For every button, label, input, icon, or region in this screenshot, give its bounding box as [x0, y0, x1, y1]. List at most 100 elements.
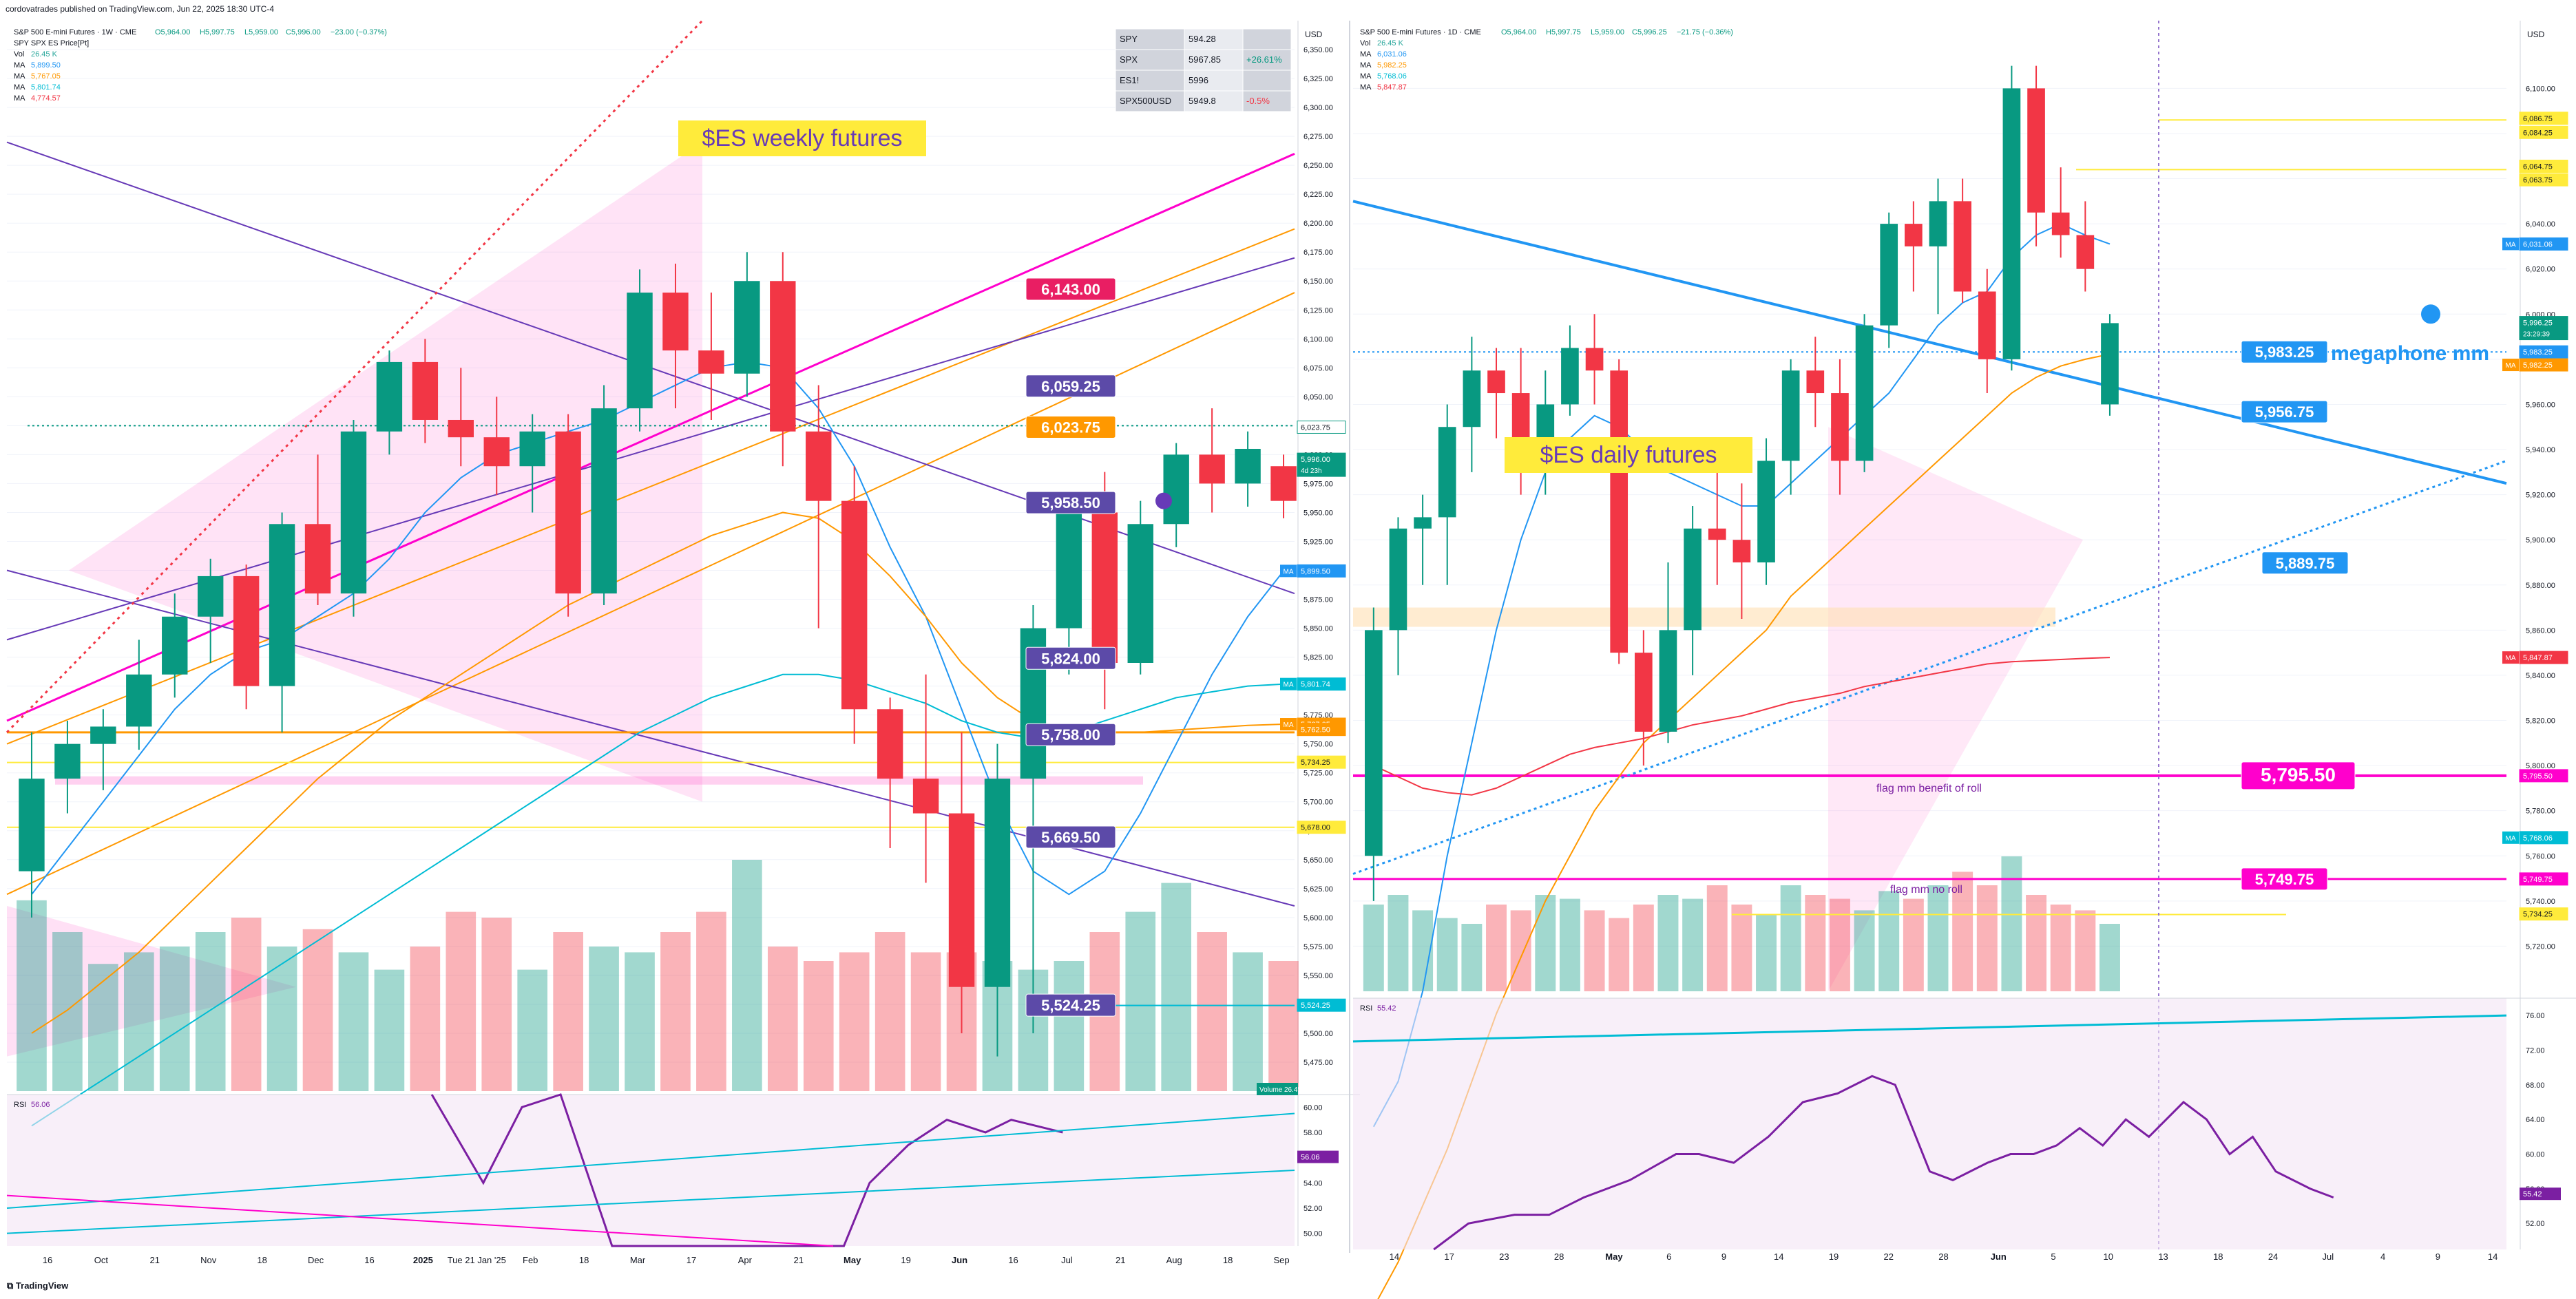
candle-body [1056, 512, 1082, 629]
ma-axis-badge-text: MA [1284, 568, 1294, 575]
y-tick-label: 5,960.00 [2526, 401, 2555, 409]
candle-body [1389, 528, 1407, 631]
axis-price-tag-text: 5,734.25 [2523, 911, 2553, 919]
tradingview-brand[interactable]: ⧉ TradingView [7, 1280, 68, 1291]
axis-price-tag-text: 5,524.25 [1301, 1002, 1330, 1010]
chart-header: S&P 500 E-mini Futures · 1W · CME O5,964.… [14, 28, 387, 103]
x-tick-label: Oct [94, 1255, 109, 1265]
footer-brand-text: TradingView [15, 1280, 69, 1291]
quote-symbol: ES1! [1120, 75, 1139, 85]
x-tick-label: Mar [630, 1255, 646, 1265]
annotation-title-box [678, 120, 926, 156]
candle-body [1708, 528, 1726, 540]
volume-bar [1363, 905, 1384, 991]
axis-price-tag [2519, 831, 2568, 845]
y-tick-label: 5,780.00 [2526, 807, 2555, 816]
candle-body [1635, 653, 1653, 732]
ma-axis-badge-text: MA [2506, 241, 2516, 249]
volume-bar [1436, 918, 1458, 991]
volume-bar [767, 947, 798, 1091]
y-tick-label: 5,725.00 [1303, 770, 1333, 778]
y-tick-label: 6,250.00 [1303, 162, 1333, 170]
price-label-text: 6,059.25 [1041, 378, 1100, 395]
axis-price-tag [1297, 723, 1346, 737]
indicator-value: 6,031.06 [1377, 50, 1407, 59]
candle-body [877, 709, 903, 779]
candle-body [1806, 370, 1825, 394]
volume-bar [1854, 910, 1875, 991]
y-tick-label: 5,920.00 [2526, 492, 2555, 500]
rsi-trend-line [6, 1170, 1295, 1234]
x-tick-label: 23 [1499, 1252, 1509, 1262]
volume-bar [589, 947, 619, 1091]
volume-bar [1706, 885, 1728, 991]
axis-price-tag [1297, 677, 1346, 691]
pink-pattern-zone [1828, 427, 2083, 991]
price-label-text: 5,749.75 [2255, 871, 2314, 888]
quote-price: 5967.85 [1188, 54, 1221, 65]
quote-symbol: SPY [1120, 34, 1138, 44]
axis-price-tag-text: 5,795.50 [2523, 772, 2553, 781]
volume-bar [1976, 885, 1998, 991]
rsi-value: 56.06 [31, 1101, 50, 1109]
volume-bar [1731, 905, 1752, 991]
currency-label: USD [2527, 30, 2545, 39]
y-tick-label: 6,300.00 [1303, 104, 1333, 112]
indicator-name: MA [14, 61, 25, 70]
x-tick-label: 19 [901, 1255, 910, 1265]
price-label-text: 5,795.50 [2261, 764, 2336, 785]
rsi-value: 55.42 [1377, 1004, 1396, 1013]
ohlc-close: C5,996.25 [1632, 28, 1667, 36]
tradingview-logo-icon: ⧉ [7, 1280, 16, 1291]
volume-bar [52, 932, 83, 1091]
rsi-background [1353, 998, 2506, 1249]
y-tick-label: 6,200.00 [1303, 220, 1333, 228]
x-tick-label: 17 [1444, 1252, 1454, 1262]
volume-axis-value: 26.45 K [1284, 1086, 1308, 1094]
y-tick-label: 5,760.00 [2526, 852, 2555, 860]
volume-bar [1268, 961, 1299, 1091]
volume-bar [1609, 918, 1630, 991]
axis-price-tag-text: 5,996.00 [1301, 456, 1330, 464]
axis-price-tag-text: 5,749.75 [2523, 876, 2553, 884]
volume-bar [910, 952, 941, 1091]
price-label-text: 6,143.00 [1041, 281, 1100, 298]
y-tick-label: 5,875.00 [1303, 596, 1333, 604]
axis-price-tag-text: 5,847.87 [2523, 654, 2553, 662]
ohlc-high: H5,997.75 [1546, 28, 1581, 36]
rsi-background [7, 1095, 1295, 1246]
rsi-tick-label: 72.00 [2526, 1047, 2545, 1055]
volume-bar [1952, 872, 1973, 991]
indicator-name: MA [14, 94, 25, 103]
quote-change-cell [1242, 90, 1292, 112]
candle-body [2101, 323, 2119, 405]
moving-average-line [1373, 657, 2111, 796]
price-label-text: 5,983.25 [2255, 344, 2314, 361]
rsi-axis-tag [1297, 1150, 1339, 1163]
ohlc-open: O5,964.00 [155, 28, 190, 36]
rsi-axis-tag-text: 55.42 [2523, 1190, 2542, 1198]
volume-bar [1682, 898, 1704, 991]
axis-price-tag [1297, 452, 1346, 477]
axis-price-tag [2519, 160, 2568, 173]
ma-axis-badge [2502, 831, 2519, 844]
chart-text-annotation: flag mm benefit of roll [1876, 783, 1982, 794]
x-tick-label: 18 [1223, 1255, 1233, 1265]
rsi-tick-label: 52.00 [2526, 1220, 2545, 1228]
y-tick-label: 6,125.00 [1303, 306, 1333, 315]
axis-price-tag [2519, 907, 2568, 921]
volume-bar [1197, 932, 1227, 1091]
x-tick-label: May [1605, 1252, 1623, 1262]
axis-price-tag-text: 6,031.06 [2523, 240, 2553, 249]
y-tick-label: 5,600.00 [1303, 914, 1333, 922]
chart-text-annotation: megaphone mm [2331, 342, 2489, 365]
x-tick-label: Jul [2323, 1252, 2334, 1262]
y-tick-label: 5,740.00 [2526, 898, 2555, 906]
indicator-value: 5,847.87 [1377, 83, 1407, 92]
x-tick-label: 10 [2104, 1252, 2113, 1262]
rsi-label: RSI [1360, 1004, 1372, 1013]
volume-bar [266, 947, 297, 1091]
price-label-box [1025, 374, 1116, 398]
y-tick-label: 6,075.00 [1303, 364, 1333, 372]
